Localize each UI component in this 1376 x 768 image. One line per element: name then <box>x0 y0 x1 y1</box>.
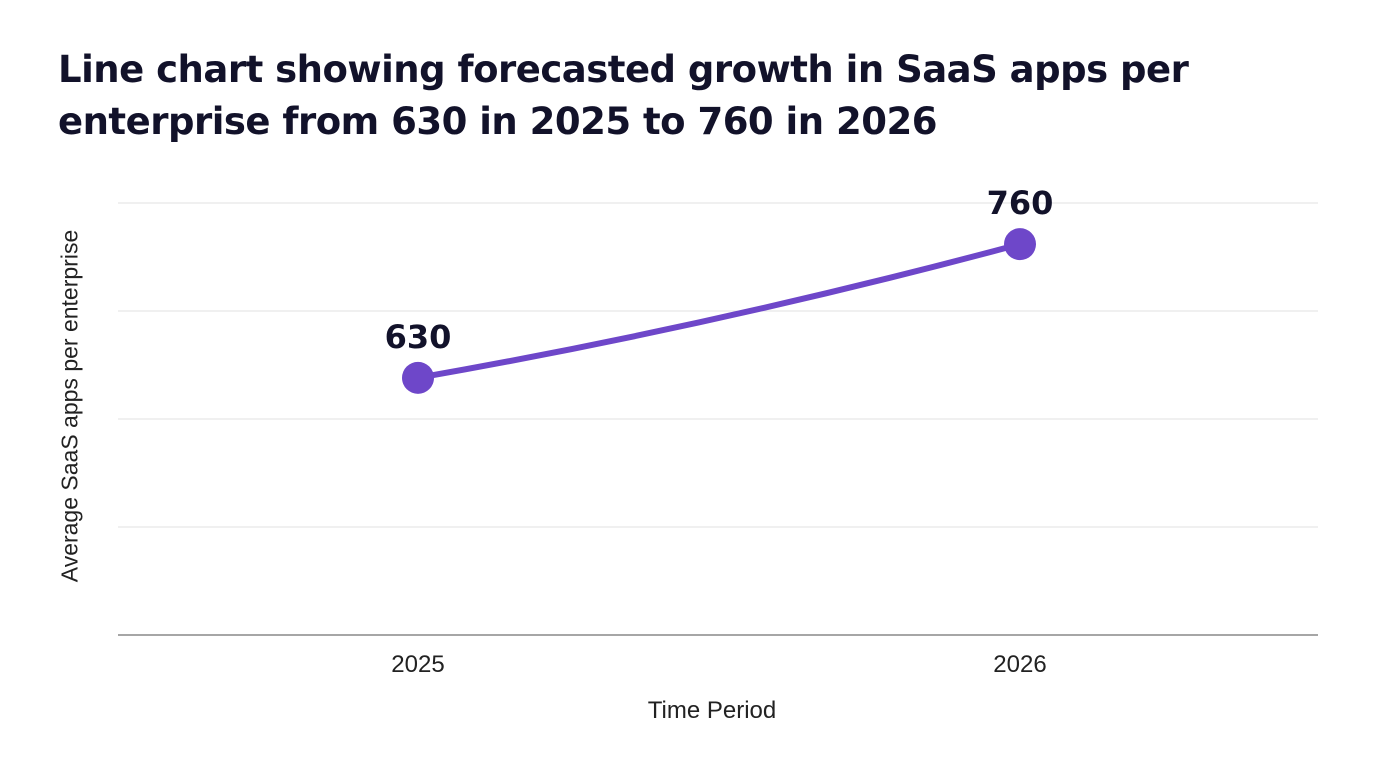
x-axis-ticks: 2025 2026 <box>391 651 1046 678</box>
series-line <box>415 241 1023 381</box>
x-tick-label: 2026 <box>993 651 1046 678</box>
series-group: 630 760 <box>385 184 1054 394</box>
gridlines <box>118 202 1318 528</box>
chart-title: Line chart showing forecasted growth in … <box>58 48 1189 143</box>
x-tick-label: 2025 <box>391 651 444 678</box>
data-point <box>402 361 434 394</box>
x-axis-label: Time Period <box>647 697 777 724</box>
data-label: 760 <box>987 184 1054 222</box>
data-label: 630 <box>385 318 452 356</box>
data-point <box>1004 228 1036 261</box>
